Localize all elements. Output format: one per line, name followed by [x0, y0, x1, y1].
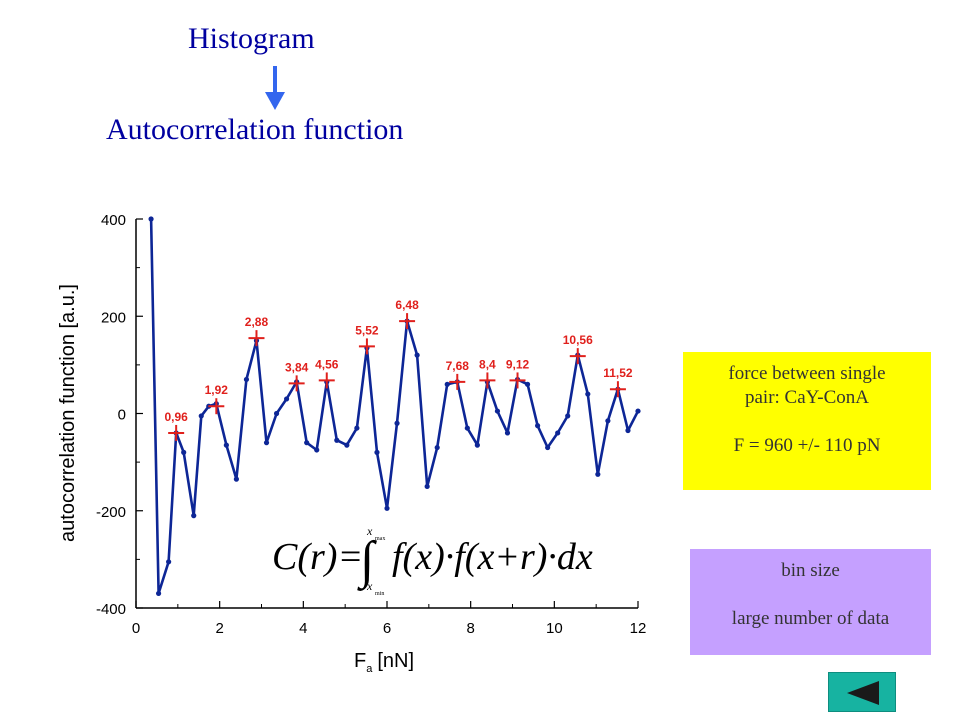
force-line-2: pair: CaY-ConA [744, 387, 869, 408]
svg-text:x: x [366, 579, 373, 593]
data-point [605, 418, 611, 424]
peak-label: 1,92 [205, 383, 229, 397]
data-point [444, 381, 450, 387]
force-result-box: force between single pair: CaY-ConA F = … [683, 352, 931, 490]
x-tick-label: 12 [630, 620, 647, 637]
svg-text:x: x [366, 524, 373, 538]
data-point [155, 590, 162, 597]
title-autocorrelation: Autocorrelation function [106, 113, 404, 146]
y-tick-label: 400 [101, 212, 126, 229]
x-tick-label: 8 [466, 620, 474, 637]
data-point [464, 425, 470, 431]
y-tick-label: -200 [96, 504, 126, 521]
data-point [166, 559, 172, 565]
y-axis-label: autocorrelation function [a.u.] [57, 284, 79, 542]
data-point [585, 391, 591, 397]
down-arrow-icon [265, 66, 285, 110]
y-tick-label: 200 [101, 309, 126, 326]
chart-peaks: 0,96 1,92 2,88 3,84 4,56 5,52 6,48 7,68 8,4 9,12 1… [164, 298, 633, 441]
data-point [304, 440, 310, 446]
data-point [334, 437, 340, 443]
data-point [494, 408, 501, 414]
data-point [474, 442, 480, 448]
data-point [635, 408, 641, 414]
peak-label: 4,56 [315, 357, 339, 371]
data-point [414, 352, 420, 358]
data-point [595, 471, 601, 477]
data-point [535, 423, 541, 429]
title-histogram: Histogram [188, 22, 315, 55]
peak-label: 11,52 [603, 366, 633, 380]
data-point [524, 381, 531, 387]
data-point [384, 505, 390, 511]
formula: C(r)= x max ∫ x min f(x)·f(x+r)·dx [272, 524, 593, 597]
data-point [198, 413, 204, 419]
peak-label: 6,48 [395, 298, 419, 312]
data-point [181, 449, 187, 455]
x-tick-label: 0 [132, 620, 140, 637]
data-point [354, 425, 360, 431]
peak-label: 3,84 [285, 360, 309, 374]
bin-line-2: large number of data [731, 608, 890, 629]
svg-text:min: min [375, 591, 384, 597]
data-point [625, 427, 631, 434]
peak-label: 7,68 [446, 359, 470, 373]
force-result: F = 960 +/- 110 pN [733, 435, 881, 456]
data-point [233, 476, 239, 482]
data-point [394, 420, 400, 426]
data-point [223, 442, 229, 448]
peak-label: 8,4 [479, 357, 496, 371]
data-point [273, 410, 280, 417]
back-button[interactable] [828, 672, 896, 712]
data-point [243, 376, 250, 383]
data-point [191, 513, 197, 519]
data-point [344, 442, 350, 448]
peak-label: 9,12 [506, 357, 530, 371]
data-point [504, 430, 511, 436]
svg-text:f(x)·f(x+r)·dx: f(x)·f(x+r)·dx [392, 536, 593, 578]
bin-size-box: bin size large number of data [690, 549, 931, 655]
x-axis-label: Fa [nN] [354, 650, 414, 675]
data-point [565, 413, 571, 419]
x-tick-label: 10 [546, 620, 563, 637]
x-tick-label: 6 [383, 620, 391, 637]
y-tick-label: 0 [118, 407, 126, 424]
data-point [284, 396, 290, 402]
data-point [424, 483, 430, 490]
bin-line-1: bin size [781, 560, 840, 581]
data-point [374, 449, 380, 455]
x-tick-label: 2 [215, 620, 223, 637]
svg-text:max: max [375, 536, 385, 542]
force-line-1: force between single [728, 363, 886, 384]
data-point [545, 444, 551, 451]
y-tick-label: -400 [96, 601, 126, 618]
chart-axes: 400 200 0 -200 -400 0 2 4 6 8 10 12 autocorrelation … [57, 212, 646, 675]
peak-label: 10,56 [563, 333, 593, 347]
x-tick-label: 4 [299, 620, 307, 637]
data-point [148, 216, 154, 222]
svg-text:∫: ∫ [357, 532, 377, 591]
data-point [434, 444, 440, 451]
back-triangle-icon [847, 681, 879, 705]
peak-label: 0,96 [164, 410, 188, 424]
data-point [263, 440, 270, 446]
svg-text:C(r)=: C(r)= [272, 536, 363, 578]
data-point [314, 447, 320, 453]
peak-label: 5,52 [355, 323, 379, 337]
peak-label: 2,88 [245, 315, 269, 329]
data-point [555, 430, 561, 436]
